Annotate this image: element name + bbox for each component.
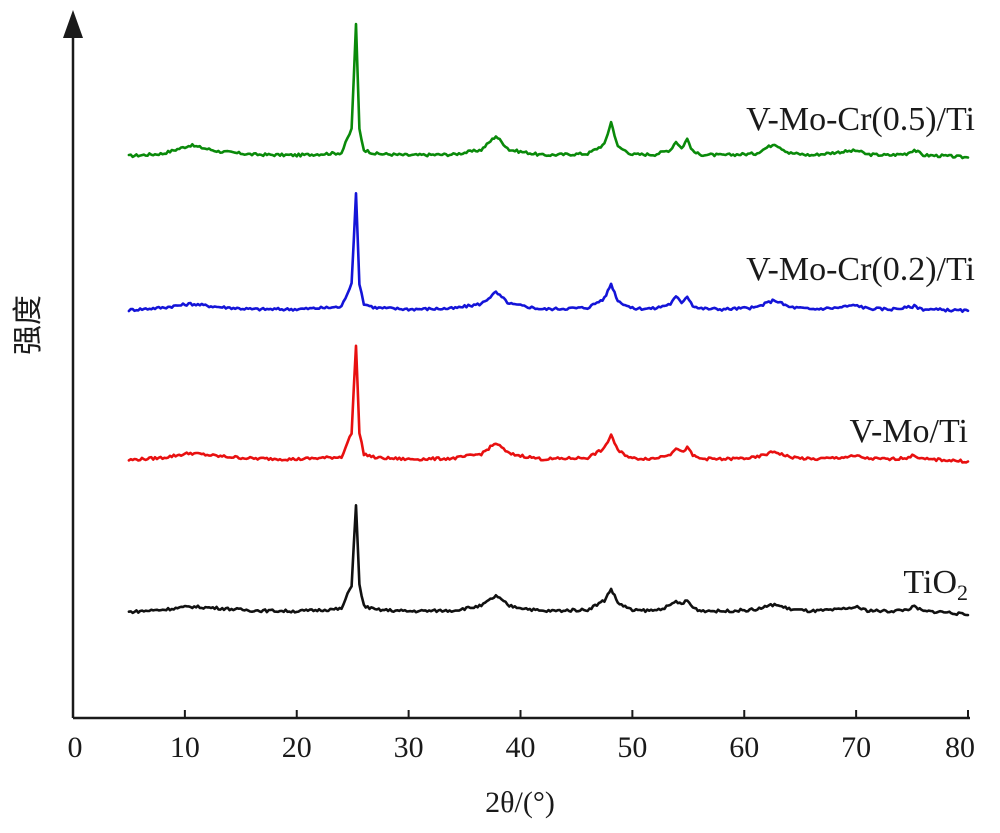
y-axis-arrowhead [63, 10, 83, 38]
x-tick-label-50: 50 [617, 731, 647, 764]
series-line-1 [127, 22, 970, 160]
series-labels: V-Mo-Cr(0.5)/Ti V-Mo-Cr(0.2)/Ti V-Mo/Ti TiO… [746, 101, 975, 605]
series-group [127, 22, 970, 617]
series-line-3 [127, 344, 970, 464]
x-axis-title: 2θ/(°) [485, 786, 555, 819]
y-axis-title: 强度 [12, 295, 45, 355]
series-label-4: TiO2 [903, 564, 968, 605]
series-label-1: V-Mo-Cr(0.5)/Ti [746, 101, 975, 138]
series-line-4 [127, 504, 970, 617]
x-tick-label-10: 10 [170, 731, 200, 764]
x-tick-label-0: 0 [68, 731, 83, 764]
x-tick-label-70: 70 [841, 731, 871, 764]
x-tick-label-60: 60 [729, 731, 759, 764]
series-label-3: V-Mo/Ti [850, 413, 968, 450]
series-label-2: V-Mo-Cr(0.2)/Ti [746, 251, 975, 288]
x-tick-label-30: 30 [394, 731, 424, 764]
x-tick-labels: 0 10 20 30 40 50 60 70 80 [68, 731, 976, 764]
x-tick-label-20: 20 [282, 731, 312, 764]
x-tick-label-40: 40 [506, 731, 536, 764]
series-line-2 [127, 192, 970, 313]
x-ticks [72, 710, 969, 718]
x-tick-label-80: 80 [945, 731, 975, 764]
